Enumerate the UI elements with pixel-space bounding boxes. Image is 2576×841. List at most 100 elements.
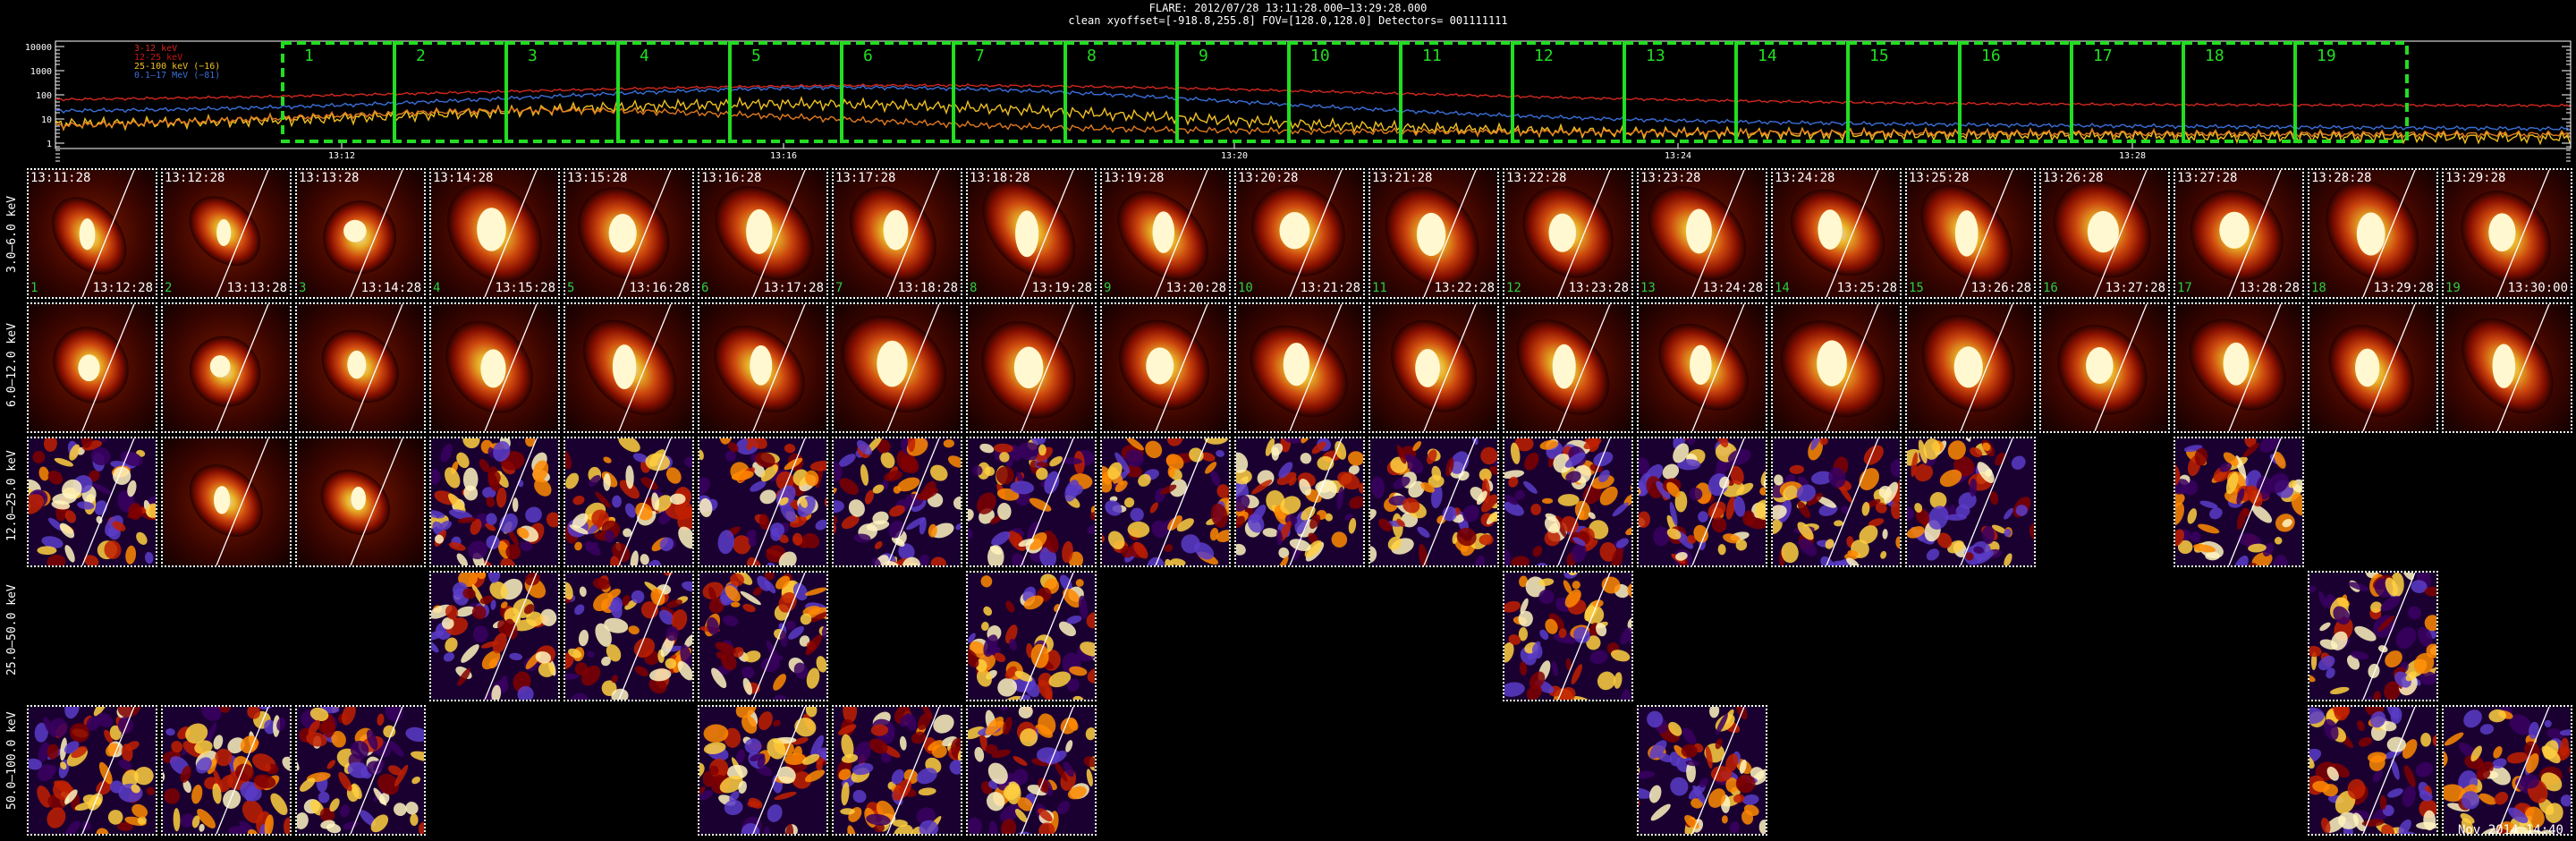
image-panel[interactable]: [429, 437, 560, 567]
image-panel[interactable]: [1771, 302, 1902, 433]
image-panel[interactable]: [698, 705, 828, 836]
solar-limb-line: [1691, 438, 1745, 565]
image-panel[interactable]: [2442, 302, 2572, 433]
image-panel[interactable]: 13:26:28 13:27:28 16: [2039, 168, 2170, 299]
solar-limb-line: [1155, 438, 1208, 565]
image-panel[interactable]: 13:13:28 13:14:28 3: [295, 168, 426, 299]
panel-image: [968, 573, 1095, 700]
image-panel[interactable]: 13:16:28 13:17:28 6: [698, 168, 828, 299]
image-panel[interactable]: [295, 437, 426, 567]
noise-blob: [733, 535, 751, 555]
image-panel[interactable]: 13:15:28 13:16:28 5: [564, 168, 694, 299]
noise-blob: [525, 573, 540, 586]
noise-blob: [197, 809, 216, 828]
image-panel[interactable]: 13:28:28 13:29:28 18: [2308, 168, 2438, 299]
image-panel[interactable]: [564, 437, 694, 567]
image-panel[interactable]: 13:19:28 13:20:28 9: [1100, 168, 1231, 299]
image-panel[interactable]: 13:14:28 13:15:28 4: [429, 168, 560, 299]
panel-image: [2175, 304, 2302, 431]
image-panel[interactable]: [1503, 437, 1633, 567]
image-panel[interactable]: [1905, 302, 2036, 433]
image-panel[interactable]: [564, 571, 694, 701]
image-panel[interactable]: [698, 571, 828, 701]
image-panel[interactable]: [1637, 705, 1767, 836]
image-panel[interactable]: 13:23:28 13:24:28 13: [1637, 168, 1767, 299]
image-panel[interactable]: [1100, 437, 1231, 567]
image-panel[interactable]: [698, 302, 828, 433]
noise-blob: [665, 503, 690, 520]
image-panel[interactable]: [832, 437, 962, 567]
image-panel[interactable]: 13:29:28 13:30:00 19: [2442, 168, 2572, 299]
noise-blob: [792, 582, 808, 601]
image-panel[interactable]: 13:12:28 13:13:28 2: [161, 168, 292, 299]
image-panel[interactable]: [966, 437, 1097, 567]
noise-blob: [733, 647, 744, 658]
noise-blob: [1557, 494, 1580, 506]
image-panel[interactable]: [1503, 571, 1633, 701]
image-panel[interactable]: [429, 302, 560, 433]
image-panel[interactable]: [1368, 302, 1499, 433]
image-panel[interactable]: 13:20:28 13:21:28 10: [1234, 168, 1365, 299]
image-panel[interactable]: [1637, 302, 1767, 433]
noise-blob: [2309, 752, 2315, 769]
image-panel[interactable]: [564, 302, 694, 433]
image-panel[interactable]: [2442, 705, 2572, 836]
image-panel[interactable]: [2174, 302, 2304, 433]
noise-blob: [651, 492, 660, 511]
image-panel[interactable]: 13:17:28 13:18:28 7: [832, 168, 962, 299]
image-panel[interactable]: [966, 571, 1097, 701]
image-panel[interactable]: [698, 437, 828, 567]
image-panel[interactable]: [2308, 705, 2438, 836]
noise-blob: [2362, 696, 2372, 700]
image-panel[interactable]: [2308, 571, 2438, 701]
noise-blob: [504, 618, 518, 640]
image-panel[interactable]: [1503, 302, 1633, 433]
image-panel[interactable]: [966, 705, 1097, 836]
image-panel[interactable]: 13:18:28 13:19:28 8: [966, 168, 1097, 299]
image-panel[interactable]: [161, 705, 292, 836]
image-panel[interactable]: [2308, 302, 2438, 433]
image-panel[interactable]: [27, 302, 157, 433]
image-panel[interactable]: [429, 571, 560, 701]
image-panel[interactable]: [1771, 437, 1902, 567]
image-panel[interactable]: [2174, 437, 2304, 567]
image-panel[interactable]: 13:24:28 13:25:28 14: [1771, 168, 1902, 299]
image-panel[interactable]: [1234, 437, 1365, 567]
image-panel[interactable]: 13:21:28 13:22:28 11: [1368, 168, 1499, 299]
image-panel[interactable]: [1368, 437, 1499, 567]
panel-image: [699, 438, 826, 565]
image-panel[interactable]: [27, 705, 157, 836]
noise-blob: [872, 511, 889, 525]
image-panel[interactable]: [2039, 302, 2170, 433]
image-panel[interactable]: [161, 437, 292, 567]
x-tick-label: 13:16: [770, 151, 797, 161]
image-panel[interactable]: 13:22:28 13:23:28 12: [1503, 168, 1633, 299]
noise-blob: [182, 779, 191, 794]
image-panel[interactable]: [832, 302, 962, 433]
image-panel[interactable]: [832, 705, 962, 836]
noise-blob: [721, 652, 737, 671]
noise-blob: [1504, 501, 1524, 516]
image-panel[interactable]: [1100, 302, 1231, 433]
noise-blob: [703, 724, 729, 743]
noise-blob: [270, 793, 288, 816]
image-panel[interactable]: [295, 302, 426, 433]
noise-blob: [2463, 709, 2482, 728]
image-panel[interactable]: [1234, 302, 1365, 433]
image-panel[interactable]: [27, 437, 157, 567]
image-panel[interactable]: [295, 705, 426, 836]
interval-box: [1175, 41, 1291, 143]
noise-blob: [684, 633, 692, 648]
panel-start-time: 13:14:28: [433, 171, 494, 185]
image-panel[interactable]: [966, 302, 1097, 433]
noise-blob: [612, 495, 622, 508]
noise-blob: [196, 757, 212, 774]
image-panel[interactable]: [1637, 437, 1767, 567]
image-panel[interactable]: [161, 302, 292, 433]
noise-blob: [377, 773, 400, 795]
image-panel[interactable]: 13:27:28 13:28:28 17: [2174, 168, 2304, 299]
image-panel[interactable]: 13:11:28 13:12:28 1: [27, 168, 157, 299]
panel-image: [163, 304, 290, 431]
image-panel[interactable]: 13:25:28 13:26:28 15: [1905, 168, 2036, 299]
image-panel[interactable]: [1905, 437, 2036, 567]
